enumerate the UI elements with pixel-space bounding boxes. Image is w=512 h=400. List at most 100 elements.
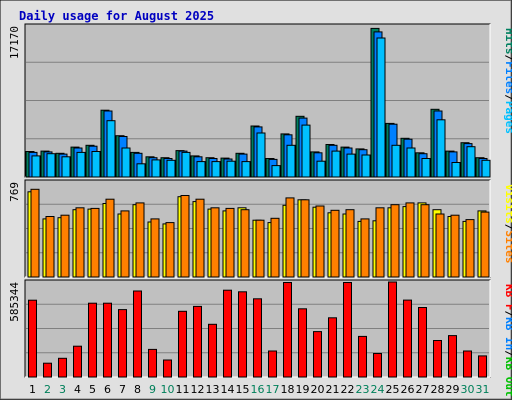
bar-sites-day-19	[300, 199, 310, 278]
bar-kb-f-day-27	[418, 307, 427, 378]
x-tick-label: 9	[149, 383, 156, 396]
bar-kb-f-day-18	[283, 282, 292, 378]
x-tick-label: 26	[401, 383, 415, 396]
x-tick-label: 11	[176, 383, 190, 396]
x-tick-label: 18	[281, 383, 295, 396]
bar-kb-f-day-10	[163, 359, 172, 378]
bar-sites-day-12	[195, 198, 205, 278]
x-tick-label: 7	[119, 383, 126, 396]
x-tick-label: 13	[206, 383, 220, 396]
x-tick-label: 21	[326, 383, 340, 396]
bar-sites-day-10	[165, 222, 175, 278]
right-legend: Visits/Sites	[503, 184, 512, 264]
bar-kb-f-day-8	[133, 290, 142, 378]
bar-kb-f-day-25	[388, 281, 397, 378]
bar-sites-day-28	[435, 213, 445, 278]
bar-kb-f-day-15	[238, 291, 247, 378]
bar-pages-day-17	[271, 165, 281, 178]
bar-sites-day-13	[210, 207, 220, 278]
bar-sites-day-24	[375, 207, 385, 278]
bar-kb-f-day-11	[178, 310, 187, 378]
y-max-label: 769	[8, 182, 21, 202]
bar-pages-day-24	[376, 37, 386, 178]
x-tick-label: 8	[134, 383, 141, 396]
bar-kb-f-day-20	[313, 331, 322, 378]
bar-pages-day-8	[136, 163, 146, 178]
bar-kb-f-day-26	[403, 299, 412, 378]
bar-sites-day-14	[225, 207, 235, 278]
x-tick-label: 12	[191, 383, 205, 396]
bar-pages-day-26	[406, 147, 416, 178]
bar-kb-f-day-5	[88, 302, 97, 378]
bar-sites-day-27	[420, 204, 430, 278]
bar-kb-f-day-2	[43, 362, 52, 378]
legend-label: /	[503, 94, 512, 101]
x-tick-label: 24	[371, 383, 385, 396]
x-tick-label: 15	[236, 383, 250, 396]
bar-pages-day-7	[121, 147, 131, 178]
x-tick-label: 23	[356, 383, 370, 396]
bar-kb-f-day-19	[298, 308, 307, 378]
bar-pages-day-13	[211, 161, 221, 178]
x-tick-label: 17	[266, 383, 280, 396]
bar-kb-f-day-12	[193, 305, 202, 378]
legend-label: /	[503, 350, 512, 357]
bar-pages-day-10	[166, 159, 176, 178]
bar-kb-f-day-1	[28, 299, 37, 378]
bar-pages-day-29	[451, 162, 461, 178]
x-axis-labels: 1 2 3 4 5 6 7 8 9 10 11 12 13 14 15 16 17 18 19 20 21 22 23 24 2…	[29, 383, 490, 396]
x-tick-label: 6	[104, 383, 111, 396]
bar-sites-day-30	[465, 219, 475, 278]
legend-label: Hits	[503, 28, 512, 55]
legend-label: KB In	[503, 317, 512, 350]
x-tick-label: 14	[221, 383, 235, 396]
bar-kb-f-day-9	[148, 348, 157, 378]
bar-kb-f-day-31	[478, 355, 487, 378]
bar-pages-day-20	[316, 160, 326, 178]
x-tick-label: 16	[251, 383, 265, 396]
bar-kb-f-day-28	[433, 340, 442, 378]
x-tick-label: 4	[74, 383, 81, 396]
bar-sites-day-20	[315, 205, 325, 278]
x-tick-label: 27	[416, 383, 430, 396]
bar-pages-day-2	[46, 153, 56, 178]
bar-sites-day-21	[330, 209, 340, 278]
x-tick-label: 20	[311, 383, 325, 396]
bar-kb-f-day-7	[118, 309, 127, 378]
legend-label: Visits	[503, 184, 512, 224]
bar-sites-day-8	[135, 202, 145, 278]
bar-kb-f-day-3	[58, 357, 67, 378]
bar-kb-f-day-23	[358, 335, 367, 378]
bar-pages-day-12	[196, 161, 206, 178]
bar-sites-day-25	[390, 204, 400, 278]
bar-sites-day-7	[120, 210, 130, 278]
bar-sites-day-2	[45, 216, 55, 278]
bar-pages-day-11	[181, 151, 191, 178]
bar-sites-day-17	[270, 217, 280, 278]
bar-sites-day-29	[450, 214, 460, 278]
legend-label: /	[503, 311, 512, 318]
bar-sites-day-18	[285, 197, 295, 278]
bar-pages-day-22	[346, 153, 356, 178]
bar-pages-day-16	[256, 132, 266, 178]
x-tick-label: 28	[431, 383, 445, 396]
bar-pages-day-18	[286, 144, 296, 178]
x-tick-label: 19	[296, 383, 310, 396]
legend-label: /	[503, 55, 512, 62]
bar-kb-f-day-29	[448, 335, 457, 378]
bar-kb-f-day-14	[223, 289, 232, 378]
bar-sites-day-9	[150, 218, 160, 278]
bar-kb-f-day-22	[343, 282, 352, 378]
bar-kb-f-day-24	[373, 353, 382, 378]
bar-pages-day-9	[151, 159, 161, 178]
bar-sites-day-16	[255, 219, 265, 278]
bar-sites-day-3	[60, 214, 70, 278]
bar-pages-day-21	[331, 150, 341, 178]
bar-pages-day-1	[31, 155, 41, 178]
bar-sites-day-4	[75, 207, 85, 278]
x-tick-label: 2	[44, 383, 51, 396]
bar-pages-day-4	[76, 151, 86, 178]
bar-sites-day-23	[360, 218, 370, 278]
legend-label: Pages	[503, 101, 512, 134]
